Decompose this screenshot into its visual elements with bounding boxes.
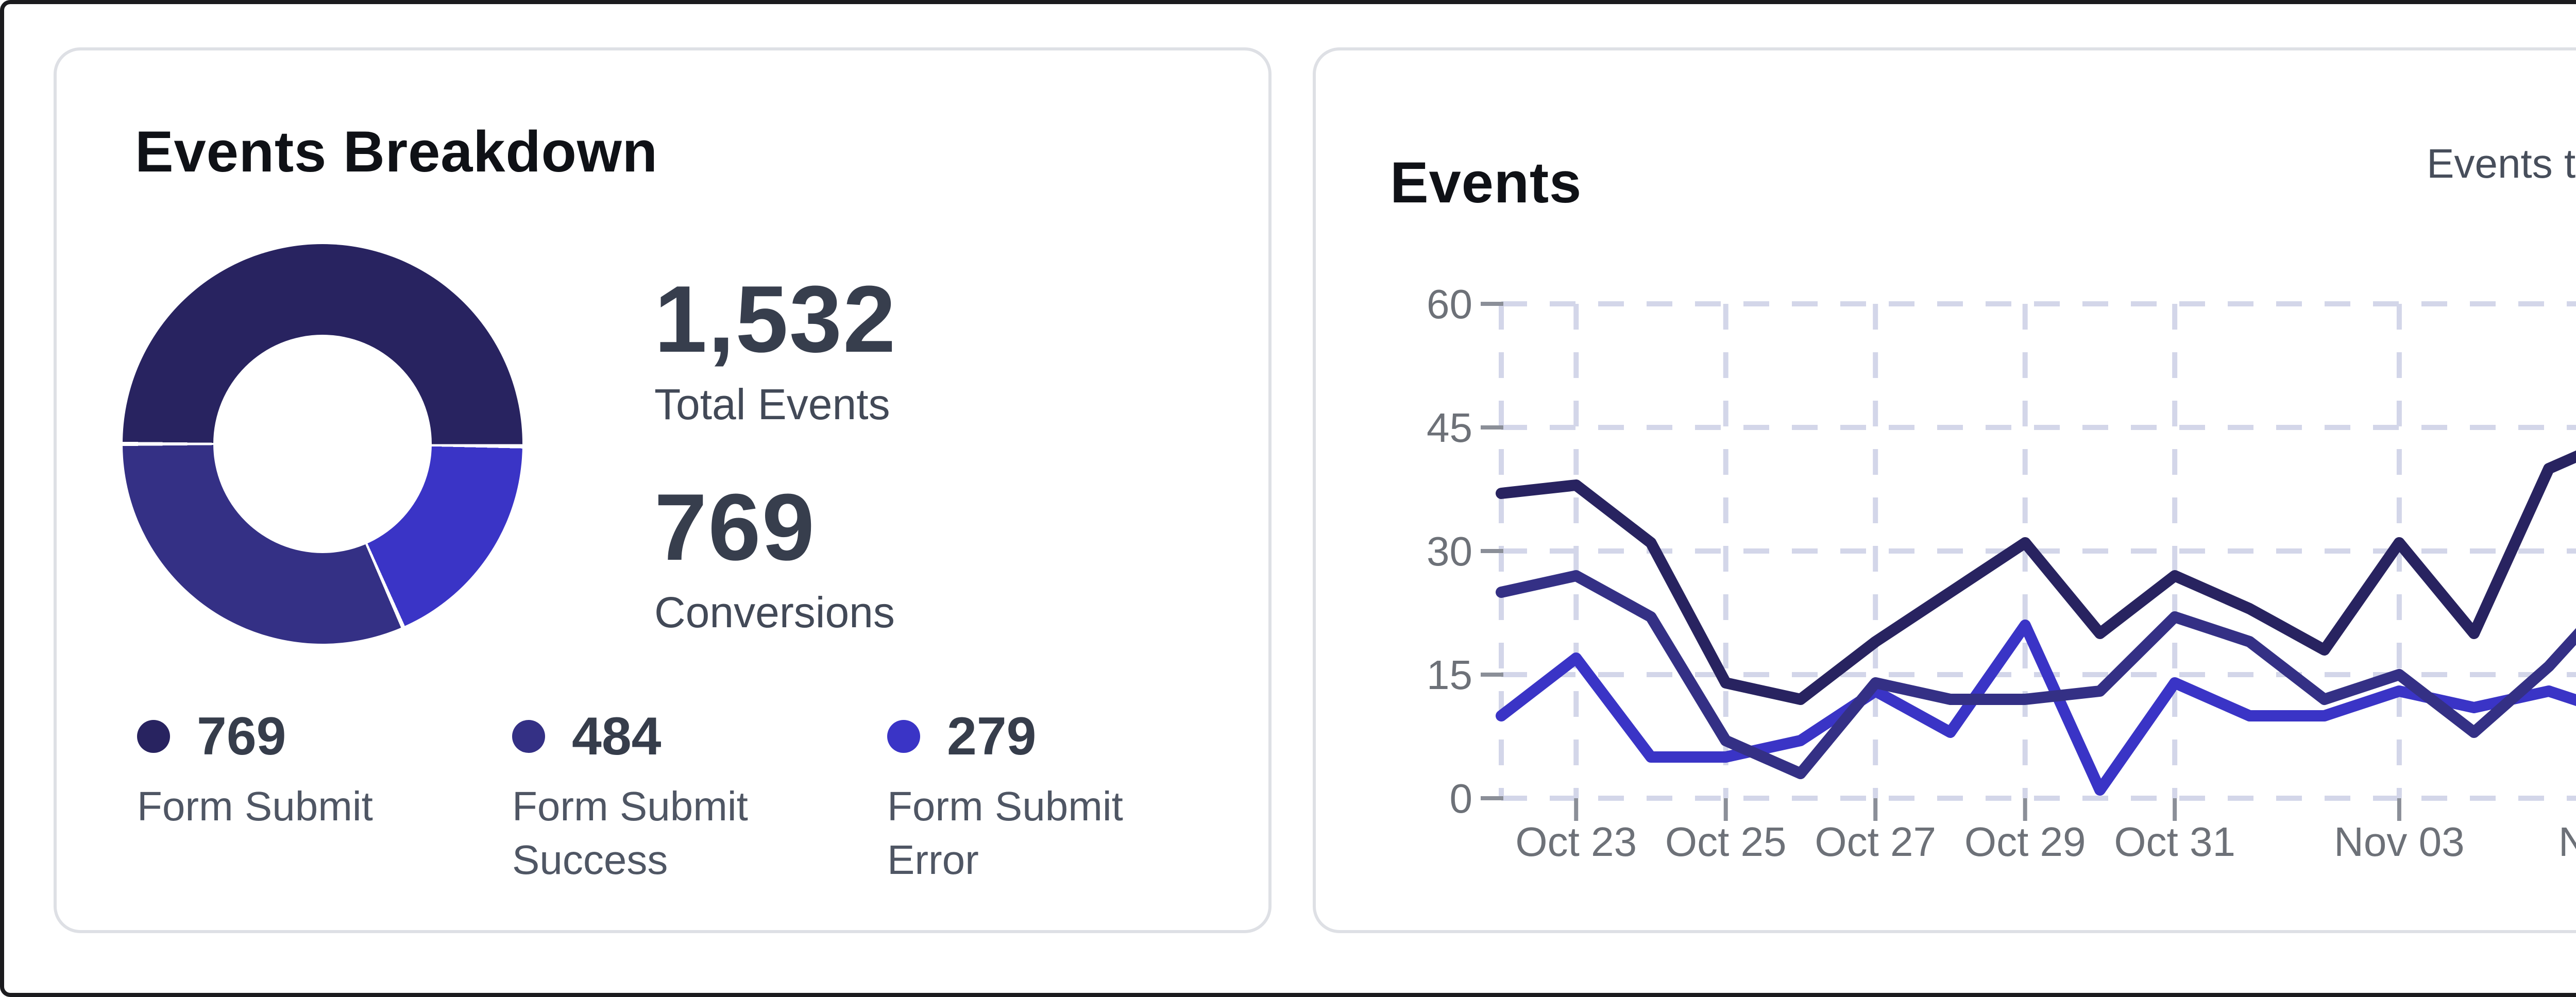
total-events-label: Total Events (654, 380, 890, 429)
svg-text:Oct 29: Oct 29 (1964, 819, 2086, 865)
svg-text:Oct 23: Oct 23 (1515, 819, 1637, 865)
form-submit-value: 769 (197, 706, 286, 766)
svg-text:Oct 31: Oct 31 (2114, 819, 2235, 865)
svg-text:Oct 27: Oct 27 (1815, 819, 1936, 865)
events-to-show-label: Events to Show (2427, 141, 2576, 186)
total-events-value: 1,532 (654, 266, 897, 372)
events-title: Events (1390, 150, 1582, 215)
events-filter-controls: Events to Show All items are selected. (2427, 114, 2576, 213)
svg-text:30: 30 (1427, 528, 1472, 574)
svg-text:Nov 06: Nov 06 (2558, 819, 2576, 865)
svg-text:Nov 03: Nov 03 (2334, 819, 2464, 865)
form-submit-success-label: Form Submit Success (512, 783, 748, 883)
form-submit-error-dot-icon (887, 720, 920, 753)
svg-text:0: 0 (1450, 776, 1473, 821)
events-card: Events Events to Show All items are sele… (1313, 47, 2576, 933)
breakdown-stats: 1,532 Total Events 769 Conversions (654, 269, 896, 638)
events-breakdown-title: Events Breakdown (135, 119, 658, 184)
conversions-label: Conversions (654, 588, 895, 637)
form-submit-error-value: 279 (947, 706, 1037, 766)
svg-text:Oct 25: Oct 25 (1665, 819, 1787, 865)
events-breakdown-card: Events Breakdown 1,532 Total Events 769 … (54, 47, 1272, 933)
events-breakdown-donut-chart[interactable] (123, 244, 522, 644)
form-submit-success-dot-icon (512, 720, 545, 753)
legend-item-form-submit: 769 Form Submit (137, 706, 512, 887)
form-submit-label: Form Submit (137, 783, 373, 829)
svg-text:60: 60 (1427, 281, 1472, 327)
breakdown-legend: 769 Form Submit 484 Form Submit Success … (137, 706, 1262, 887)
svg-text:45: 45 (1427, 405, 1472, 451)
conversions-value: 769 (654, 474, 816, 580)
svg-text:15: 15 (1427, 652, 1472, 698)
legend-item-form-submit-error: 279 Form Submit Error (887, 706, 1262, 887)
form-submit-dot-icon (137, 720, 170, 753)
legend-item-form-submit-success: 484 Form Submit Success (512, 706, 887, 887)
events-line-chart[interactable]: 0 15 30 45 60 Oct 23 Oct 25 Oct 27 Oct 29 Oct 31 N… (1316, 50, 2576, 944)
form-submit-success-value: 484 (572, 706, 662, 766)
form-submit-error-label: Form Submit Error (887, 783, 1123, 883)
